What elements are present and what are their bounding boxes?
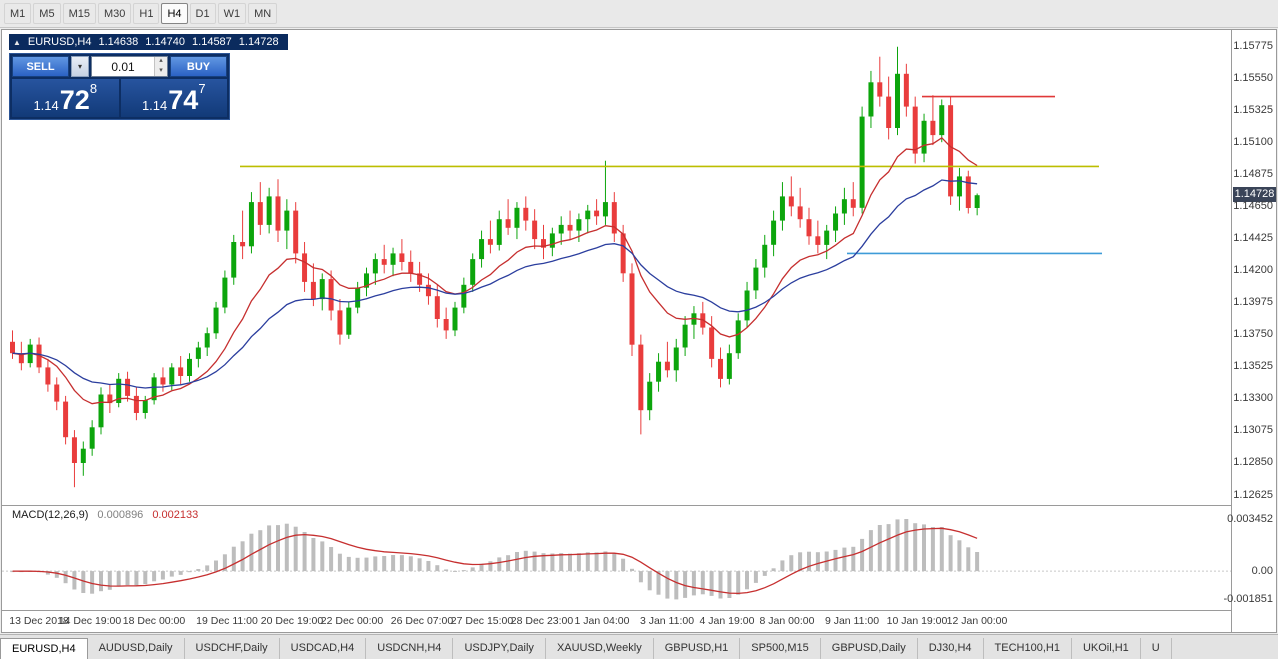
lot-spinner: ▴ ▾	[154, 57, 167, 76]
chart-tab-bar: EURUSD,H4 AUDUSD,Daily USDCHF,Daily USDCAD,…	[0, 634, 1278, 659]
macd-indicator-label: MACD(12,26,9) 0.000896 0.002133	[12, 509, 198, 521]
chart-tab-usdcnh-h4[interactable]: USDCNH,H4	[366, 638, 454, 659]
price-axis-label: 1.12850	[1233, 456, 1273, 469]
ohlc-high-value: 1.14740	[145, 36, 186, 48]
chart-tab-dj30-h4[interactable]: DJ30,H4	[917, 638, 984, 659]
price-axis-label: 1.13975	[1233, 296, 1273, 309]
time-axis-label: 8 Jan 00:00	[759, 615, 815, 627]
buy-price-pipette: 7	[198, 81, 206, 96]
chart-tab-gbpusd-h1[interactable]: GBPUSD,H1	[653, 638, 741, 659]
macd-value: 0.000896	[97, 509, 144, 521]
timeframe-button-m15[interactable]: M15	[62, 3, 96, 24]
time-axis-label: 3 Jan 11:00	[639, 615, 695, 627]
timeframe-button-m5[interactable]: M5	[33, 3, 61, 24]
time-axis-label: 14 Dec 19:00	[58, 615, 122, 627]
timeframe-button-d1[interactable]: D1	[189, 3, 216, 24]
ma-slow-blue-line	[12, 179, 978, 389]
sell-price-pipette: 8	[89, 81, 98, 96]
timeframe-button-m1[interactable]: M1	[4, 3, 32, 24]
collapse-panel-icon[interactable]: ▲	[13, 37, 21, 47]
macd-signal-value: 0.002133	[152, 509, 199, 521]
time-axis-label: 27 Dec 15:00	[450, 615, 514, 627]
chart-tab-usdjpy-daily[interactable]: USDJPY,Daily	[453, 638, 546, 659]
price-axis-label: 1.14200	[1233, 264, 1273, 276]
timeframe-button-h1[interactable]: H1	[133, 3, 160, 24]
ohlc-open-value: 1.14638	[98, 36, 139, 48]
chart-tab-ukoil-h1[interactable]: UKOil,H1	[1071, 638, 1141, 659]
macd-histogram	[10, 519, 980, 600]
timeframe-toolbar: M1 M5 M15 M30 H1 H4 D1 W1 MN	[0, 0, 1278, 28]
buy-price-display[interactable]: 1.14 74 7	[120, 79, 227, 117]
chart-symbol-label: EURUSD,H4	[27, 36, 92, 48]
price-axis-label: 1.14650	[1233, 199, 1273, 212]
time-axis-label: 1 Jan 04:00	[574, 615, 630, 627]
macd-axis-label: -0.001851	[1223, 592, 1273, 605]
current-price-badge: 1.14728	[1233, 187, 1276, 203]
chevron-down-icon: ▾	[77, 62, 82, 71]
time-axis-label: 13 Dec 2018	[9, 615, 69, 627]
price-axis-label: 1.15325	[1233, 103, 1273, 116]
time-axis-label: 22 Dec 00:00	[320, 615, 384, 627]
timeframe-button-w1[interactable]: W1	[217, 3, 247, 24]
sell-price-display[interactable]: 1.14 72 8	[12, 79, 119, 117]
buy-price-bigfigure: 1.14	[141, 98, 168, 113]
chart-ohlc-header: ▲ EURUSD,H4 1.14638 1.14740 1.14587 1.14…	[9, 34, 288, 50]
timeframe-button-h4[interactable]: H4	[161, 3, 188, 24]
chart-tab-eurusd-h4[interactable]: EURUSD,H4	[0, 638, 88, 659]
chart-tab-u[interactable]: U	[1140, 638, 1172, 659]
macd-name: MACD(12,26,9)	[12, 509, 89, 521]
ohlc-close-value: 1.14728	[238, 36, 279, 48]
price-axis-label: 1.15100	[1233, 135, 1273, 148]
lot-dropdown-button[interactable]: ▾	[71, 56, 89, 77]
sell-price-pips: 72	[59, 85, 90, 115]
price-chart-canvas[interactable]	[2, 30, 1231, 632]
chart-tab-tech100-h1[interactable]: TECH100,H1	[983, 638, 1072, 659]
price-axis-label: 1.13300	[1233, 392, 1273, 405]
price-axis-label: 1.13750	[1233, 328, 1273, 341]
time-axis-label: 12 Jan 00:00	[946, 615, 1008, 627]
time-axis-label: 19 Dec 11:00	[196, 615, 258, 627]
price-axis-label: 1.15550	[1233, 71, 1273, 84]
timeframe-button-m30[interactable]: M30	[97, 3, 132, 24]
price-axis-label: 1.12625	[1233, 488, 1273, 501]
chart-tab-audusd-daily[interactable]: AUDUSD,Daily	[87, 638, 185, 659]
time-axis[interactable]: 13 Dec 2018 14 Dec 19:00 18 Dec 00:00 19 De…	[2, 611, 1231, 632]
price-axis-label: 1.13525	[1233, 360, 1273, 373]
time-axis-label: 4 Jan 19:00	[699, 615, 755, 627]
lot-decrease-button[interactable]: ▾	[155, 66, 167, 76]
time-axis-label: 9 Jan 11:00	[824, 615, 880, 627]
lot-size-input[interactable]	[92, 57, 154, 76]
sell-button[interactable]: SELL	[12, 56, 69, 77]
lot-increase-button[interactable]: ▴	[155, 57, 167, 67]
chart-tab-gbpusd-daily[interactable]: GBPUSD,Daily	[820, 638, 918, 659]
time-axis-label: 28 Dec 23:00	[510, 615, 574, 627]
timeframe-button-mn[interactable]: MN	[248, 3, 278, 24]
price-axis-label: 1.14875	[1233, 167, 1273, 180]
macd-axis-label: 0.003452	[1227, 512, 1273, 525]
macd-signal-line	[12, 527, 978, 595]
lot-size-field: ▴ ▾	[91, 56, 168, 77]
ma-fast-red-line	[12, 136, 978, 405]
buy-button[interactable]: BUY	[170, 56, 227, 77]
time-axis-label: 10 Jan 19:00	[886, 615, 948, 627]
price-axis-label: 1.13075	[1233, 424, 1273, 437]
time-axis-label: 20 Dec 19:00	[260, 615, 324, 627]
chart-window: ▲ EURUSD,H4 1.14638 1.14740 1.14587 1.14…	[1, 29, 1277, 633]
ohlc-low-value: 1.14587	[192, 36, 232, 48]
macd-axis-label: 0.00	[1251, 564, 1273, 577]
chart-tab-sp500-m15[interactable]: SP500,M15	[740, 638, 821, 659]
time-axis-label: 18 Dec 00:00	[122, 615, 186, 627]
price-axis[interactable]: 1.14728 1.15775 1.15550 1.15325 1.15100 1.14…	[1223, 30, 1276, 632]
price-axis-label: 1.14425	[1233, 231, 1273, 244]
buy-price-pips: 74	[168, 85, 199, 115]
chart-tab-xauusd-weekly[interactable]: XAUUSD,Weekly	[545, 638, 654, 659]
price-axis-label: 1.15775	[1233, 39, 1273, 52]
sell-price-bigfigure: 1.14	[33, 98, 59, 113]
time-axis-label: 26 Dec 07:00	[390, 615, 454, 627]
chart-tab-usdchf-daily[interactable]: USDCHF,Daily	[184, 638, 280, 659]
chart-tab-usdcad-h4[interactable]: USDCAD,H4	[279, 638, 367, 659]
